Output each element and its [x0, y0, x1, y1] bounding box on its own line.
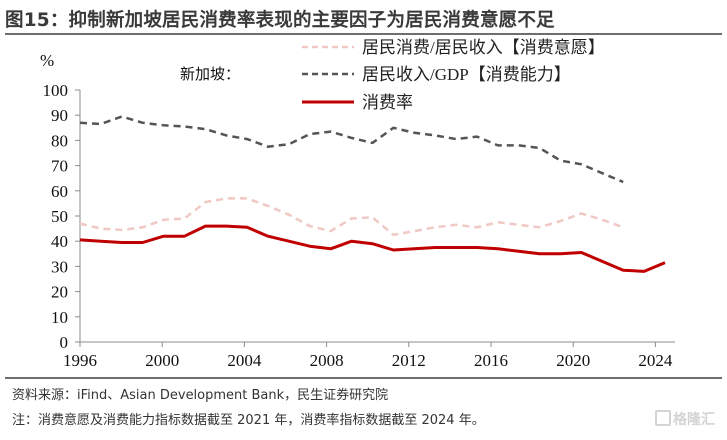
- series-line-1: [79, 115, 624, 184]
- footnote: 注：消费意愿及消费能力指标数据截至 2021 年，消费率指标数据截至 2024 …: [12, 413, 485, 428]
- series-line-0: [79, 197, 624, 237]
- footer-divider: [5, 377, 722, 379]
- watermark-text: 格隆汇: [673, 412, 715, 428]
- x-tick-label: 2016: [474, 351, 508, 370]
- y-tick-label: 0: [60, 333, 69, 352]
- y-tick-label: 80: [51, 131, 68, 150]
- source-note: 资料来源：iFind、Asian Development Bank，民生证券研究…: [12, 388, 389, 403]
- y-tick-label: 40: [51, 232, 68, 251]
- y-tick-label: 20: [51, 283, 68, 302]
- y-tick-label: 10: [51, 308, 68, 327]
- x-tick-label: 2020: [556, 351, 590, 370]
- region-annotation: 新加坡：: [180, 65, 240, 83]
- chart-axes: 0 10 20 30 40 50 60 70 80 90 100 1996 2000 2004 2008 20…: [43, 81, 675, 370]
- x-tick-label: 1996: [63, 351, 97, 370]
- y-tick-label: 90: [51, 106, 68, 125]
- y-tick-label: 60: [51, 182, 68, 201]
- x-tick-label: 2000: [145, 351, 179, 370]
- watermark: 格隆汇: [655, 409, 715, 429]
- y-tick-label: 50: [51, 207, 68, 226]
- title-divider: [5, 33, 722, 35]
- x-tick-label: 2004: [227, 351, 262, 370]
- watermark-logo-icon: [655, 410, 671, 426]
- y-tick-label: 30: [51, 257, 68, 276]
- x-tick-label: 2012: [392, 351, 426, 370]
- legend-label-2: 消费率: [362, 93, 413, 112]
- y-tick-label: 100: [43, 81, 69, 100]
- series-line-2: [79, 224, 666, 273]
- chart-series: [79, 115, 666, 273]
- chart-legend: 居民消费/居民收入【消费意愿】居民收入/GDP【消费能力】消费率: [302, 38, 605, 112]
- page-title: 图15：抑制新加坡居民消费率表现的主要因子为居民消费意愿不足: [5, 10, 555, 31]
- x-tick-label: 2024: [638, 351, 673, 370]
- legend-label-0: 居民消费/居民收入【消费意愿】: [362, 38, 605, 57]
- y-tick-label: 70: [51, 157, 68, 176]
- x-tick-label: 2008: [310, 351, 344, 370]
- line-chart: 0 10 20 30 40 50 60 70 80 90 100 1996 2000 2004 2008 20…: [40, 38, 675, 370]
- y-axis-label: %: [40, 51, 54, 70]
- legend-label-1: 居民收入/GDP【消费能力】: [362, 65, 571, 84]
